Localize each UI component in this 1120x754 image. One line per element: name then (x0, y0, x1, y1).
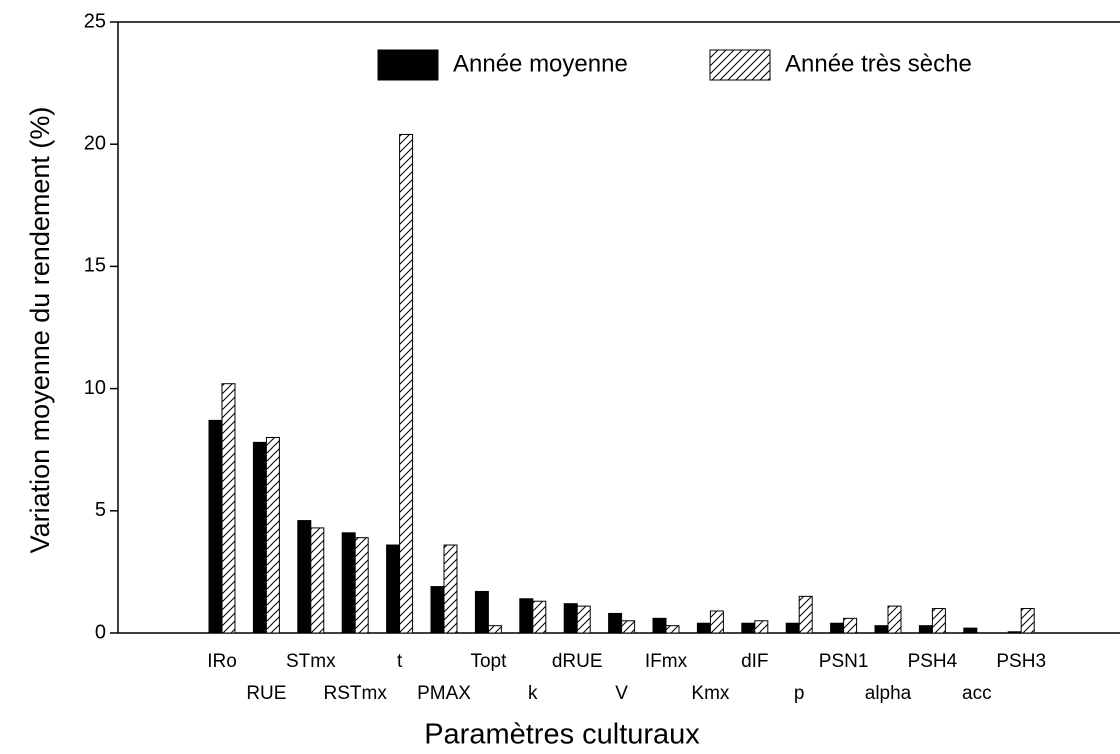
bar (563, 603, 578, 634)
bar (754, 620, 769, 634)
bar (265, 436, 280, 634)
bar (1020, 608, 1035, 634)
x-tick-label: alpha (865, 683, 912, 704)
bar (709, 610, 724, 634)
x-tick-label: k (528, 683, 538, 704)
y-tick-label: 0 (95, 621, 106, 643)
bar (741, 622, 756, 634)
y-tick-label: 15 (84, 255, 106, 277)
bar (297, 520, 312, 634)
x-axis-label: Paramètres culturaux (424, 719, 700, 751)
y-tick-label: 10 (84, 377, 106, 399)
bar (430, 586, 445, 634)
bar (621, 620, 636, 634)
bar (487, 625, 502, 634)
x-tick-label: IRo (207, 651, 237, 672)
bar (830, 622, 845, 634)
bar (519, 598, 534, 634)
x-tick-label: Topt (470, 651, 507, 672)
bar (874, 625, 889, 634)
legend-label: Année moyenne (453, 50, 628, 77)
x-tick-label: PSH4 (908, 651, 958, 672)
x-tick-label: RSTmx (324, 683, 388, 704)
x-tick-label: dRUE (552, 651, 603, 672)
bar (532, 600, 547, 634)
x-tick-label: STmx (286, 651, 336, 672)
bar (608, 612, 623, 634)
bar (887, 605, 902, 634)
bar (665, 625, 680, 634)
bar (474, 590, 489, 634)
bar (843, 617, 858, 634)
bar (798, 595, 813, 634)
x-tick-label: RUE (246, 683, 286, 704)
bar (918, 625, 933, 634)
x-tick-label: dIF (741, 651, 768, 672)
bar (576, 605, 591, 634)
y-tick-label: 20 (84, 132, 106, 154)
bar (310, 527, 325, 634)
x-tick-label: acc (962, 683, 992, 704)
y-tick-label: 25 (84, 10, 106, 32)
bar (354, 537, 369, 634)
x-tick-label: p (794, 683, 805, 704)
bar (785, 622, 800, 634)
x-tick-label: PSH3 (996, 651, 1046, 672)
bar (386, 544, 401, 634)
x-tick-label: PSN1 (819, 651, 869, 672)
y-axis-label: Variation moyenne du rendement (%) (25, 107, 55, 554)
bar (963, 627, 978, 634)
bar (252, 441, 267, 634)
x-tick-label: t (397, 651, 403, 672)
bar (221, 383, 236, 634)
bar (652, 617, 667, 634)
bar (399, 133, 414, 634)
legend-label: Année très sèche (785, 50, 972, 77)
y-tick-label: 5 (95, 499, 106, 521)
x-tick-label: V (615, 683, 628, 704)
bar (341, 532, 356, 634)
bar (208, 419, 223, 634)
bar (443, 544, 458, 634)
legend-swatch (709, 49, 771, 81)
bar (931, 608, 946, 634)
x-tick-label: Kmx (691, 683, 730, 704)
bar (1007, 631, 1022, 634)
legend-swatch (377, 49, 439, 81)
x-tick-label: IFmx (645, 651, 688, 672)
bar (696, 622, 711, 634)
x-tick-label: PMAX (417, 683, 471, 704)
